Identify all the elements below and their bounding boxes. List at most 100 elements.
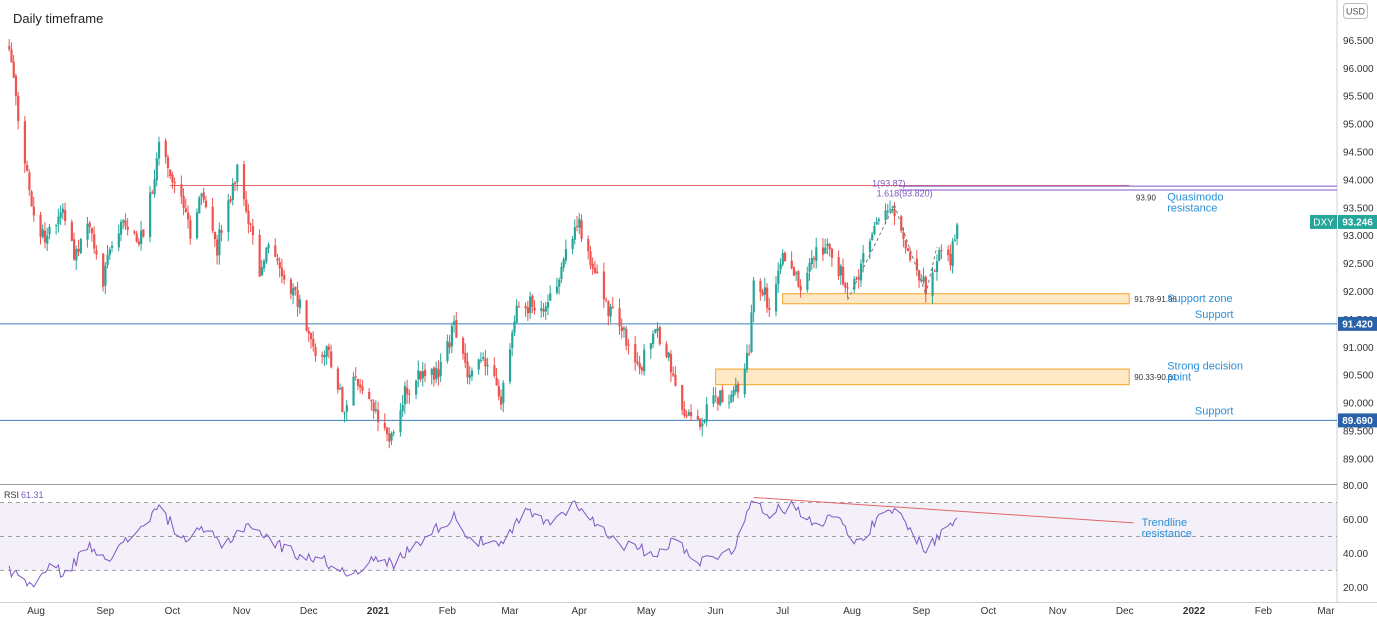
candle-body: [430, 369, 433, 376]
candle-body: [406, 387, 409, 395]
quasimodo-label: resistance: [1167, 202, 1217, 214]
candle-body: [596, 271, 599, 274]
price-tick-label: 94.000: [1343, 175, 1374, 186]
candle-body: [933, 270, 936, 272]
candle-body: [546, 302, 550, 308]
candle-body: [30, 191, 33, 207]
candle-body: [511, 332, 514, 349]
currency-button[interactable]: USD: [1343, 3, 1368, 19]
candle-body: [370, 399, 373, 402]
candle-body: [119, 222, 123, 235]
candle-body: [500, 396, 503, 405]
candle-body: [674, 374, 677, 386]
candle-body: [61, 208, 65, 213]
candle-body: [891, 209, 894, 211]
candle-body: [808, 262, 811, 272]
candle-body: [665, 344, 668, 357]
candle-body: [48, 226, 51, 235]
candle-body: [698, 418, 702, 427]
time-tick-label: Feb: [439, 606, 457, 617]
price-tick-label: 95.500: [1343, 92, 1374, 103]
rsi-line: [8, 500, 958, 588]
candle-body: [564, 249, 568, 261]
time-tick-label: Aug: [843, 606, 861, 617]
candle-body: [423, 369, 427, 377]
candle-body: [247, 210, 250, 225]
decision-point-label: Strong decision: [1167, 361, 1243, 373]
candle-body: [558, 279, 561, 287]
candle-body: [133, 231, 136, 234]
candle-body: [314, 346, 317, 356]
candle-body: [93, 233, 96, 249]
candle-body: [573, 227, 576, 240]
candle-body: [466, 361, 469, 378]
candle-body: [23, 121, 27, 164]
price-axis-panel[interactable]: [1337, 0, 1377, 622]
candle-body: [32, 206, 35, 216]
candle-body: [656, 328, 659, 331]
candle-body: [17, 95, 20, 122]
candle-body: [781, 253, 784, 265]
candle-body: [799, 285, 802, 291]
candle-body: [137, 241, 141, 245]
candle-body: [830, 248, 834, 258]
candle-body: [341, 386, 344, 413]
candle-body: [649, 343, 652, 350]
rsi-tick-label: 20.00: [1343, 583, 1368, 594]
time-tick-label: 2022: [1183, 606, 1206, 617]
price-tick-label: 90.500: [1343, 371, 1374, 382]
candle-body: [187, 212, 190, 220]
candle-body: [902, 232, 905, 240]
candle-body: [696, 415, 699, 420]
candle-body: [323, 355, 326, 358]
symbol-tag: [1310, 214, 1337, 229]
candle-body: [236, 164, 239, 183]
candle-body: [842, 266, 845, 285]
candle-body: [560, 266, 563, 280]
candle-body: [195, 212, 199, 239]
candle-body: [173, 181, 176, 184]
candle-body: [761, 291, 764, 296]
candle-body: [149, 192, 152, 238]
candle-body: [513, 321, 516, 333]
candle-body: [748, 353, 751, 355]
zone-range-label: 91.78-91.96: [1134, 295, 1177, 304]
candle-body: [750, 312, 753, 353]
candle-body: [464, 352, 467, 363]
candle-body: [450, 325, 454, 347]
price-tick-label: 96.000: [1343, 64, 1374, 75]
candle-body: [828, 244, 831, 250]
candle-body: [327, 346, 331, 350]
candle-body: [325, 346, 328, 357]
candle-body: [766, 287, 769, 309]
candle-body: [345, 405, 348, 412]
candle-body: [213, 232, 217, 240]
candle-body: [658, 326, 661, 345]
candle-body: [361, 386, 364, 391]
candle-body: [468, 374, 471, 378]
candle-body: [354, 376, 357, 378]
candle-body: [638, 363, 641, 369]
candle-body: [352, 376, 355, 406]
candle-body: [439, 361, 442, 376]
candle-body: [157, 142, 161, 159]
candle-body: [135, 233, 138, 242]
rsi-tick-label: 40.00: [1343, 549, 1368, 560]
candle-body: [515, 305, 518, 323]
rsi-tick-label: 80.00: [1343, 481, 1368, 492]
zone-rect: [715, 368, 1130, 386]
candle-body: [41, 229, 44, 238]
price-tag: [1338, 413, 1377, 428]
candle-body: [73, 239, 76, 260]
candle-body: [886, 211, 889, 213]
rsi-tick-label: 60.00: [1343, 515, 1368, 526]
candlesticks: [8, 39, 959, 449]
candle-body: [669, 353, 673, 373]
candle-body: [884, 210, 887, 221]
candle-body: [419, 371, 422, 380]
time-tick-label: Nov: [1049, 606, 1067, 617]
candle-body: [417, 370, 420, 380]
candle-body: [652, 333, 655, 345]
